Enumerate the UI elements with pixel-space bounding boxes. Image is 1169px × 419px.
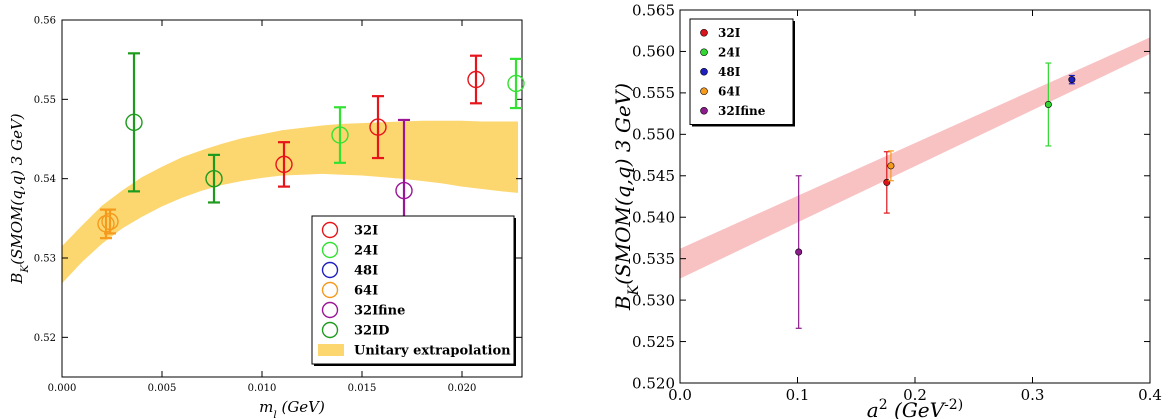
marker <box>101 212 119 231</box>
y-tick-label: 0.520 <box>632 374 675 392</box>
y-tick-label: 0.53 <box>34 254 56 265</box>
x-tick-label: 0.3 <box>1021 386 1045 404</box>
legend-box <box>311 215 515 365</box>
legend-marker-32I <box>321 221 339 239</box>
marker <box>1068 76 1076 84</box>
y-tick-label: 0.56 <box>34 16 56 27</box>
data-point-64I <box>101 208 119 235</box>
y-tick-label: 0.555 <box>632 84 675 102</box>
x-tick-label: 0.000 <box>48 383 77 394</box>
x-tick-label: 0.4 <box>1138 386 1162 404</box>
y-tick-label: 0.535 <box>632 250 675 268</box>
legend-marker-32Ifine <box>700 106 708 115</box>
y-tick-label: 0.560 <box>632 43 675 61</box>
legend-label: 32I <box>718 26 741 40</box>
y-tick-label: 0.52 <box>34 333 56 344</box>
data-point-32ID <box>205 153 223 204</box>
legend-label: Unitary extrapolation <box>354 344 511 359</box>
marker <box>369 118 387 136</box>
data-point-64I <box>887 150 895 182</box>
legend-marker-32Ifine <box>321 301 339 319</box>
marker <box>125 113 143 132</box>
marker <box>507 74 525 93</box>
y-axis-title: BK(SMOM(q,q) 3 GeV) <box>8 113 31 284</box>
y-tick-label: 0.525 <box>632 333 675 351</box>
y-tick-label: 0.530 <box>632 291 675 309</box>
marker <box>467 70 485 89</box>
legend-label: 32Ifine <box>718 104 766 118</box>
x-tick-label: 0.2 <box>903 386 927 404</box>
legend-label: 24I <box>354 244 378 259</box>
y-tick-label: 0.565 <box>632 1 675 19</box>
x-tick-label: 0.1 <box>786 386 810 404</box>
marker <box>205 169 223 188</box>
marker <box>275 155 293 174</box>
legend-label: 24I <box>718 45 741 59</box>
y-axis-title: BK(SMOM(q,q) 3 GeV) <box>611 83 642 311</box>
chart-right: 0.0 0.1 0.2 0.3 0.4 0.520 0.525 0.530 0.535 0.540… <box>611 1 1162 419</box>
x-axis-title: ml (GeV) <box>259 398 325 419</box>
data-point-24I <box>1044 62 1052 147</box>
data-point-32I <box>467 54 485 105</box>
legend-marker-64I <box>321 281 339 299</box>
legend: 32I 24I 48I 64I 32Ifine 32ID Unitary extrapola… <box>311 215 516 366</box>
legend-marker-24I <box>700 48 708 57</box>
y-tick-label: 0.550 <box>632 126 675 144</box>
x-tick-label: 0.0 <box>668 386 692 404</box>
marker <box>795 248 803 256</box>
x-tick-label: 0.015 <box>348 383 377 394</box>
marker <box>1044 100 1052 108</box>
marker <box>97 215 115 233</box>
legend-marker-64I <box>700 87 708 96</box>
plot-frame <box>61 19 523 378</box>
marker <box>887 162 895 170</box>
y-tick-label: 0.540 <box>632 208 675 226</box>
legend-marker-32ID <box>321 321 339 339</box>
data-point-32I <box>369 95 387 160</box>
marker <box>331 126 349 144</box>
legend: 32I 24I 48I 64I 32Ifine <box>689 18 795 127</box>
data-point-32Ifine <box>795 175 803 329</box>
x-tick-label: 0.010 <box>248 383 277 394</box>
legend-marker-48I <box>700 67 708 76</box>
data-point-48I <box>1068 74 1076 85</box>
legend-label: 32I <box>354 224 378 239</box>
legend-label: 32Ifine <box>354 304 405 319</box>
extrapolation-band <box>680 37 1150 279</box>
data-point-32I <box>275 141 293 188</box>
legend-marker-32I <box>700 28 708 37</box>
y-tick-label: 0.54 <box>34 174 56 185</box>
legend-label: 64I <box>354 284 378 299</box>
y-tick-label: 0.55 <box>34 95 56 106</box>
y-tick-label: 0.545 <box>632 167 675 185</box>
legend-label: 48I <box>354 264 378 279</box>
legend-band-swatch <box>318 344 344 356</box>
x-tick-label: 0.020 <box>448 383 477 394</box>
x-tick-label: 0.005 <box>148 383 177 394</box>
legend-marker-48I <box>321 261 339 279</box>
marker <box>395 181 413 200</box>
data-point-24I <box>331 106 349 164</box>
x-axis-title: a2 (GeV-2) <box>867 397 963 419</box>
legend-label: 48I <box>718 65 741 79</box>
data-point-32ID <box>125 52 143 193</box>
chart-left: 0.000 0.005 0.010 0.015 0.020 0.52 0.53 0.54 0.5… <box>8 16 525 419</box>
legend-marker-24I <box>321 241 339 259</box>
data-point-24I <box>507 57 525 110</box>
legend-label: 32ID <box>354 324 389 339</box>
legend-label: 64I <box>718 84 741 98</box>
